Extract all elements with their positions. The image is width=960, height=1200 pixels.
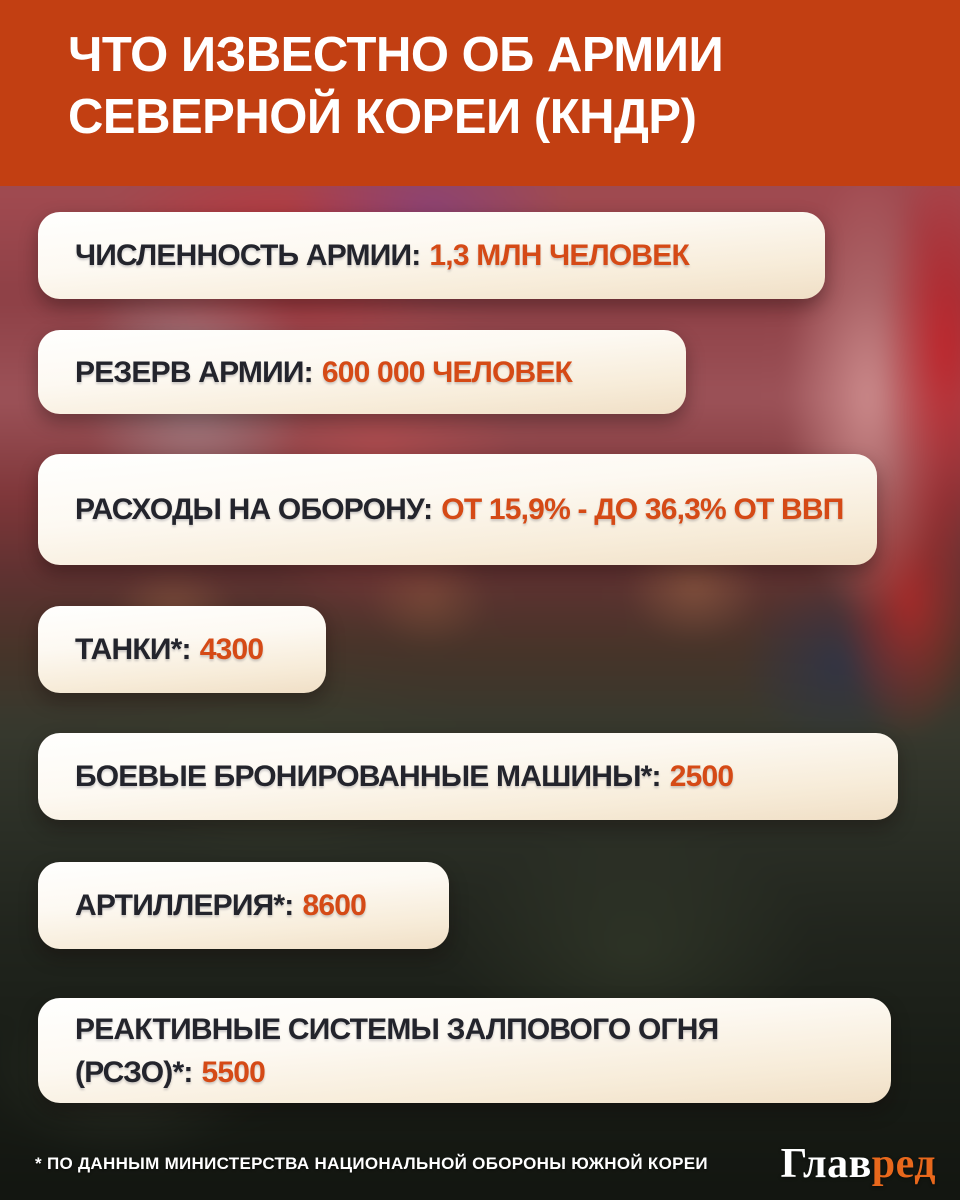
stat-label: АРТИЛЛЕРИЯ*: <box>75 889 294 922</box>
stat-card-mlrs: РЕАКТИВНЫЕ СИСТЕМЫ ЗАЛПОВОГО ОГНЯ (РСЗО)… <box>0 998 891 1103</box>
poster-title: ЧТО ИЗВЕСТНО ОБ АРМИИ СЕВЕРНОЙ КОРЕИ (КНД… <box>68 24 940 148</box>
stat-card-army-size: ЧИСЛЕННОСТЬ АРМИИ: 1,3 МЛН ЧЕЛОВЕК <box>0 212 825 299</box>
stat-value: 1,3 МЛН ЧЕЛОВЕК <box>429 239 689 272</box>
poster-title-line2: СЕВЕРНОЙ КОРЕИ (КНДР) <box>68 90 697 144</box>
stat-value: 4300 <box>199 633 264 666</box>
stat-label: ЧИСЛЕННОСТЬ АРМИИ: <box>75 239 421 272</box>
stat-card-armored-vehicles: БОЕВЫЕ БРОНИРОВАННЫЕ МАШИНЫ*: 2500 <box>0 733 898 820</box>
glavred-logo-white-part: Глав <box>780 1141 872 1187</box>
stat-card-army-reserve: РЕЗЕРВ АРМИИ: 600 000 ЧЕЛОВЕК <box>0 330 686 414</box>
stat-card-artillery: АРТИЛЛЕРИЯ*: 8600 <box>0 862 449 949</box>
glavred-logo-orange-part: ред <box>871 1141 936 1187</box>
stat-value: 5500 <box>201 1055 266 1089</box>
stat-value: ОТ 15,9% - ДО 36,3% ОТ ВВП <box>441 493 844 526</box>
stat-label: РЕЗЕРВ АРМИИ: <box>75 355 314 389</box>
glavred-logo: Главред <box>781 1140 936 1188</box>
stat-value: 600 000 ЧЕЛОВЕК <box>321 355 573 389</box>
stat-value: 8600 <box>302 889 367 922</box>
stat-label: РАСХОДЫ НА ОБОРОНУ: <box>75 493 433 526</box>
header-band: ЧТО ИЗВЕСТНО ОБ АРМИИ СЕВЕРНОЙ КОРЕИ (КНД… <box>0 0 960 186</box>
source-footnote: * ПО ДАННЫМ МИНИСТЕРСТВА НАЦИОНАЛЬНОЙ ОБ… <box>35 1154 708 1173</box>
stat-value: 2500 <box>669 760 734 793</box>
stat-card-tanks: ТАНКИ*: 4300 <box>0 606 326 693</box>
poster-title-line1: ЧТО ИЗВЕСТНО ОБ АРМИИ <box>68 28 724 82</box>
stat-label: БОЕВЫЕ БРОНИРОВАННЫЕ МАШИНЫ*: <box>75 760 662 793</box>
stat-label: ТАНКИ*: <box>75 633 192 666</box>
stat-label: РЕАКТИВНЫЕ СИСТЕМЫ ЗАЛПОВОГО ОГНЯ (РСЗО)… <box>75 1012 719 1089</box>
stat-card-defense-spending: РАСХОДЫ НА ОБОРОНУ: ОТ 15,9% - ДО 36,3% О… <box>0 454 877 565</box>
